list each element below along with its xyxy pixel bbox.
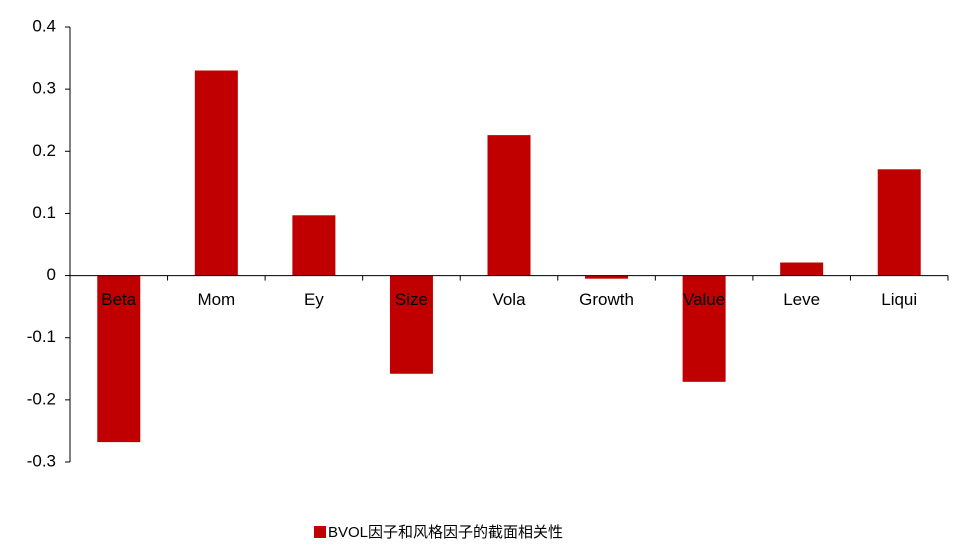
y-tick-label: -0.1 (27, 327, 56, 346)
bar (487, 135, 531, 276)
legend-swatch (314, 526, 326, 538)
bar (389, 275, 433, 374)
bar (97, 275, 141, 443)
x-tick-label: Growth (579, 290, 634, 309)
x-tick-label: Size (395, 290, 428, 309)
y-tick-label: -0.2 (27, 389, 56, 408)
x-tick-label: Beta (101, 290, 137, 309)
x-tick-label: Ey (304, 290, 324, 309)
y-tick-label: 0 (47, 265, 56, 284)
y-tick-label: 0.3 (32, 79, 56, 98)
bar (682, 275, 726, 382)
bar (292, 215, 336, 276)
y-tick-label: 0.1 (32, 203, 56, 222)
bar (585, 275, 629, 279)
x-tick-label: Liqui (881, 290, 917, 309)
bar (877, 169, 921, 276)
legend-label: BVOL因子和风格因子的截面相关性 (328, 524, 563, 541)
x-tick-label: Leve (783, 290, 820, 309)
y-tick-label: -0.3 (27, 451, 56, 470)
y-tick-label: 0.2 (32, 141, 56, 160)
y-tick-label: 0.4 (32, 16, 56, 35)
bar (194, 70, 238, 276)
x-tick-label: Value (683, 290, 725, 309)
x-tick-label: Vola (492, 290, 526, 309)
bar (780, 262, 824, 276)
x-tick-label: Mom (197, 290, 235, 309)
